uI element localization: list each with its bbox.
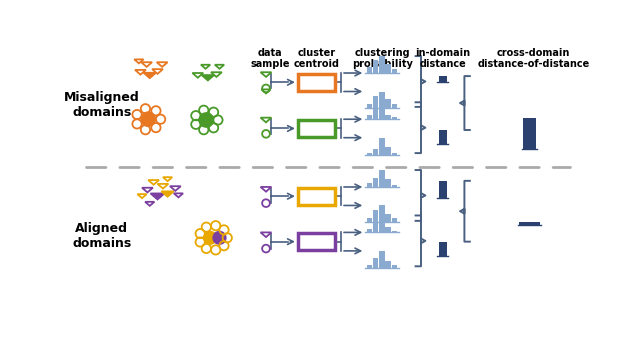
Text: in-domain
distance: in-domain distance: [415, 47, 470, 69]
Bar: [379, 92, 385, 108]
Bar: [367, 183, 372, 187]
Polygon shape: [202, 75, 214, 80]
Bar: [379, 108, 385, 119]
Text: cross-domain
distance-of-distance: cross-domain distance-of-distance: [477, 47, 589, 69]
Circle shape: [199, 113, 213, 127]
Ellipse shape: [317, 77, 328, 87]
Bar: [367, 115, 372, 119]
Polygon shape: [317, 127, 330, 132]
Ellipse shape: [302, 237, 314, 247]
Circle shape: [213, 232, 226, 244]
Polygon shape: [301, 195, 313, 200]
Bar: [439, 181, 447, 198]
Bar: [367, 67, 372, 73]
FancyBboxPatch shape: [298, 233, 335, 250]
Bar: [392, 104, 397, 108]
Text: cluster
centroid: cluster centroid: [293, 47, 339, 69]
Bar: [379, 170, 385, 187]
Polygon shape: [150, 194, 164, 199]
Bar: [373, 210, 378, 222]
Bar: [367, 265, 372, 268]
Bar: [367, 228, 372, 233]
Bar: [385, 99, 391, 108]
Polygon shape: [143, 73, 156, 78]
Bar: [373, 221, 378, 233]
Bar: [439, 130, 447, 144]
Bar: [379, 56, 385, 73]
Bar: [373, 96, 378, 108]
Bar: [385, 115, 391, 119]
Bar: [385, 147, 391, 155]
Text: Misaligned
domains: Misaligned domains: [64, 91, 140, 119]
Text: data
sample: data sample: [250, 47, 290, 69]
Bar: [392, 117, 397, 119]
Text: clustering
probability: clustering probability: [352, 47, 413, 69]
Bar: [392, 69, 397, 73]
Bar: [373, 60, 378, 73]
FancyBboxPatch shape: [298, 188, 335, 205]
Bar: [524, 118, 536, 149]
Bar: [392, 231, 397, 233]
Polygon shape: [301, 80, 313, 86]
FancyBboxPatch shape: [298, 120, 335, 137]
Text: Aligned
domains: Aligned domains: [72, 222, 131, 250]
Bar: [439, 242, 447, 256]
Bar: [373, 258, 378, 268]
Bar: [385, 179, 391, 187]
Bar: [392, 218, 397, 222]
Bar: [385, 227, 391, 233]
Bar: [379, 216, 385, 233]
Bar: [392, 153, 397, 155]
Bar: [367, 153, 372, 155]
Bar: [385, 261, 391, 268]
Ellipse shape: [317, 191, 328, 201]
Bar: [392, 185, 397, 187]
Polygon shape: [317, 240, 330, 245]
Bar: [367, 218, 372, 222]
Bar: [439, 76, 447, 82]
Bar: [392, 265, 397, 268]
Bar: [367, 104, 372, 108]
Bar: [379, 251, 385, 268]
Bar: [379, 205, 385, 222]
Bar: [379, 138, 385, 155]
Bar: [373, 102, 378, 119]
Bar: [373, 178, 378, 187]
Bar: [520, 222, 540, 225]
Bar: [385, 214, 391, 222]
FancyBboxPatch shape: [298, 74, 335, 91]
Ellipse shape: [302, 123, 314, 134]
Bar: [385, 64, 391, 73]
Bar: [373, 149, 378, 155]
Circle shape: [141, 112, 155, 126]
Circle shape: [204, 232, 216, 244]
Polygon shape: [161, 191, 174, 197]
